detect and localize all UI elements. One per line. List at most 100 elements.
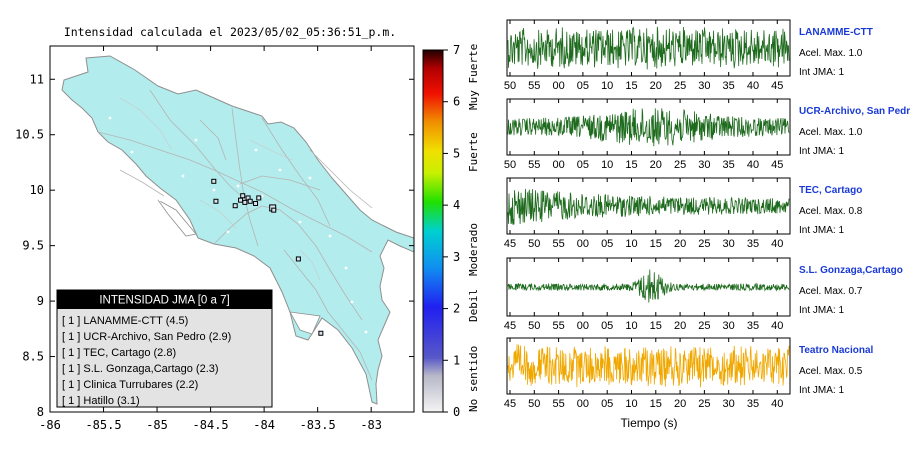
waveform-tick-label: 25 xyxy=(674,159,686,171)
waveform-tick-label: 35 xyxy=(747,398,759,410)
map-x-tick-label: -84.5 xyxy=(193,418,229,432)
waveform-tick-label: 35 xyxy=(747,238,759,250)
map-x-tick-label: -85.5 xyxy=(85,418,121,432)
colorbar-label-debil: Debil xyxy=(467,289,480,322)
jma-intensity: Int JMA: 1 xyxy=(799,225,844,236)
station-marker xyxy=(238,197,244,203)
colorbar-label-no-sentido: No sentido xyxy=(467,346,480,412)
waveform-trace xyxy=(507,26,790,70)
waveform-tick-label: 05 xyxy=(601,238,613,250)
waveform-tick-label: 15 xyxy=(650,238,662,250)
waveform-tick-label: 10 xyxy=(625,398,637,410)
waveform-tick-label: 10 xyxy=(601,159,613,171)
waveform-tick-label: 00 xyxy=(552,159,564,171)
colorbar-label-moderado: Moderado xyxy=(467,223,480,276)
map-y-tick-label: 8 xyxy=(37,405,44,419)
waveform-panel: 50 55 00 05 10 15 20 25 30 35 40 45 UCR-Archivo, San… xyxy=(504,98,910,171)
waveform-tick-label: 45 xyxy=(504,238,516,250)
waveform-tick-label: 55 xyxy=(552,320,564,332)
waveform-panel: 45 50 55 00 05 10 15 20 25 30 35 40 Teatro Nacional A… xyxy=(504,337,873,410)
station-name: UCR-Archivo, San Pedro xyxy=(799,106,910,117)
legend-title: INTENSIDAD JMA [0 a 7] xyxy=(99,295,229,307)
map-y-tick-label: 10.5 xyxy=(15,128,44,142)
acceleration-max: Acel. Max. 0.8 xyxy=(799,206,863,217)
legend-item: [ 1 ] UCR-Archivo, San Pedro (2.9) xyxy=(62,331,231,343)
station-name: S.L. Gonzaga,Cartago xyxy=(799,265,903,276)
waveform-tick-label: 55 xyxy=(528,159,540,171)
waveform-tick-label: 25 xyxy=(698,398,710,410)
waveform-tick-label: 50 xyxy=(528,320,540,332)
station-marker xyxy=(211,178,217,184)
waveform-tick-label: 35 xyxy=(723,159,735,171)
waveform-tick-label: 55 xyxy=(528,80,540,92)
waveform-tick-label: 10 xyxy=(625,320,637,332)
road-network xyxy=(97,89,373,381)
waveform-panel: 50 55 00 05 10 15 20 25 30 35 40 45 LANAMME-CTT Acel.… xyxy=(504,19,873,92)
waveform-tick-label: 10 xyxy=(625,238,637,250)
map-y-tick-label: 9 xyxy=(37,294,44,308)
waveform-tick-label: 00 xyxy=(552,80,564,92)
colorbar-tick-label: 4 xyxy=(453,198,460,212)
waveform-tick-label: 45 xyxy=(771,80,783,92)
waveform-tick-label: 50 xyxy=(528,238,540,250)
waveform-trace xyxy=(507,344,790,388)
intensity-legend: INTENSIDAD JMA [0 a 7] [ 1 ] LANAMME-CTT… xyxy=(56,289,273,408)
map-title: Intensidad calculada el 2023/05/02_05:36… xyxy=(64,25,396,39)
waveform-panel: 45 50 55 00 05 10 15 20 25 30 35 40 TEC, Cartago Acel… xyxy=(504,177,863,250)
legend-item: [ 1 ] Clinica Turrubares (2.2) xyxy=(62,379,198,391)
map-y-tick-label: 10 xyxy=(30,183,44,197)
station-marker xyxy=(318,330,324,336)
colorbar-tick-label: 1 xyxy=(453,353,460,367)
jma-intensity: Int JMA: 1 xyxy=(799,67,844,78)
station-markers xyxy=(211,178,324,336)
waveform-tick-label: 35 xyxy=(747,320,759,332)
waveform-tick-label: 25 xyxy=(674,80,686,92)
colorbar-gradient xyxy=(422,49,444,413)
station-name: TEC, Cartago xyxy=(799,185,862,196)
legend-item: [ 1 ] S.L. Gonzaga,Cartago (2.3) xyxy=(62,363,219,375)
waveform-tick-label: 20 xyxy=(674,238,686,250)
waveform-tick-label: 05 xyxy=(601,320,613,332)
waveform-tick-label: 40 xyxy=(771,320,783,332)
map-x-tick-label: -86 xyxy=(39,418,61,432)
waveform-tick-label: 00 xyxy=(577,238,589,250)
acceleration-max: Acel. Max. 1.0 xyxy=(799,127,863,138)
waveform-tick-label: 25 xyxy=(698,238,710,250)
legend-item: [ 1 ] Hatillo (3.1) xyxy=(62,395,140,407)
town-markers xyxy=(108,116,374,334)
waveform-panels: 50 55 00 05 10 15 20 25 30 35 40 45 LANAMME-CTT Acel.… xyxy=(504,19,910,410)
intensity-colorbar: 0 1 2 3 4 5 6 7 No sentido Debil Moderado Fuert… xyxy=(422,43,480,419)
map-frame xyxy=(49,45,415,413)
waveform-tick-label: 55 xyxy=(552,398,564,410)
map-y-tick-label: 11 xyxy=(30,72,44,86)
map-y-axis: 8 8.5 9 9.5 10 10.5 11 xyxy=(15,72,414,419)
station-name: LANAMME-CTT xyxy=(799,27,873,38)
colorbar-tick-label: 6 xyxy=(453,95,460,109)
waveform-trace xyxy=(507,108,790,147)
colorbar-tick-label: 7 xyxy=(453,43,460,57)
map-x-tick-label: -84 xyxy=(253,418,275,432)
colorbar-tick-label: 5 xyxy=(453,146,460,160)
waveform-tick-label: 45 xyxy=(504,398,516,410)
waveform-tick-label: 10 xyxy=(601,80,613,92)
waveform-tick-label: 55 xyxy=(552,238,564,250)
station-marker xyxy=(242,199,248,205)
waveform-tick-label: 20 xyxy=(674,320,686,332)
waveform-tick-label: 40 xyxy=(747,159,759,171)
waveform-tick-label: 40 xyxy=(771,398,783,410)
colorbar-tick-label: 3 xyxy=(453,250,460,264)
waveform-panel: 45 50 55 00 05 10 15 20 25 30 35 40 S.L. Gonzaga,Car… xyxy=(504,257,903,332)
station-marker xyxy=(232,203,238,209)
station-marker xyxy=(247,198,253,204)
waveform-tick-label: 05 xyxy=(601,398,613,410)
station-marker xyxy=(253,200,259,206)
legend-item: [ 1 ] TEC, Cartago (2.8) xyxy=(62,347,176,359)
waveform-tick-label: 20 xyxy=(650,159,662,171)
waveform-trace xyxy=(507,188,790,225)
acceleration-max: Acel. Max. 1.0 xyxy=(799,48,863,59)
colorbar-tick-label: 0 xyxy=(453,405,460,419)
colorbar-tick-label: 2 xyxy=(453,302,460,316)
acceleration-max: Acel. Max. 0.7 xyxy=(799,286,863,297)
map-x-axis: -86 -85.5 -85 -84.5 -84 -83.5 -83 xyxy=(39,46,382,432)
station-name: Teatro Nacional xyxy=(799,345,873,356)
